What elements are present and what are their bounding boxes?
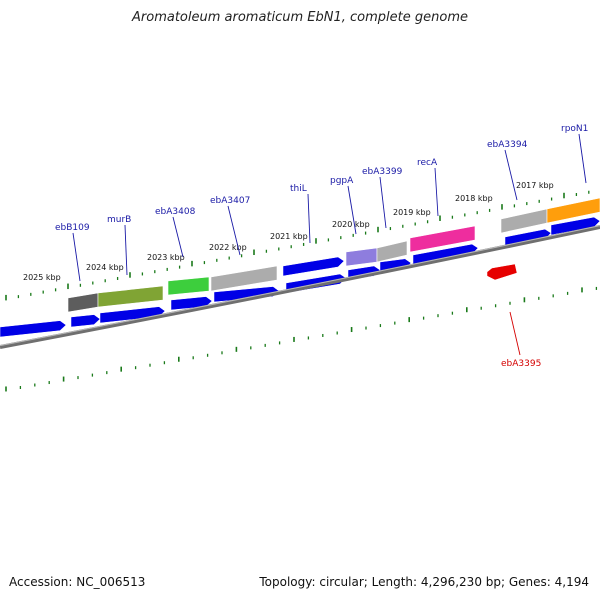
feature-block [500, 208, 548, 234]
gene-label: ebA3408 [155, 207, 196, 217]
lower-tick-row [5, 286, 598, 392]
gene-label: pgpA [330, 176, 354, 186]
gene-arrow-reverse [486, 263, 518, 281]
feature-block [409, 225, 476, 253]
gene-label: ebA3399 [362, 167, 403, 177]
backbone-line [0, 225, 600, 349]
label-leader-line [434, 167, 439, 217]
tick-labels: 2025 kbp 2024 kbp 2023 kbp 2022 kbp 2021 kbp… [23, 181, 554, 282]
tick-label: 2022 kbp [209, 243, 247, 252]
label-leader-line [578, 133, 587, 184]
tick-label: 2025 kbp [23, 273, 61, 282]
gene-label: rpoN1 [561, 124, 588, 134]
gene-label: ebA3407 [210, 196, 250, 206]
tick-label: 2021 kbp [270, 232, 308, 241]
gene-arrow [282, 256, 345, 277]
label-leader-line [124, 224, 128, 276]
feature-block [210, 265, 278, 292]
feature-block [97, 285, 164, 308]
gene-label: ebA3395 [501, 359, 541, 369]
tick-label: 2017 kbp [516, 181, 554, 190]
feature-block [67, 292, 99, 313]
backbone-highlight [0, 225, 600, 347]
label-leader-line [504, 149, 518, 201]
label-leader-line [509, 311, 521, 356]
map-title: Aromatoleum aromaticum EbN1, complete ge… [132, 10, 468, 25]
tick-label: 2020 kbp [332, 220, 370, 229]
upper-tick-row [5, 190, 590, 301]
label-leader-line [347, 185, 357, 235]
label-leader-line [227, 205, 241, 256]
genome-summary-text: Topology: circular; Length: 4,296,230 bp… [259, 575, 589, 589]
label-leader-line [172, 216, 184, 258]
accession-text: Accession: NC_006513 [9, 575, 146, 589]
label-leader-line [307, 193, 311, 244]
feature-block [167, 276, 210, 296]
tick-label: 2019 kbp [393, 208, 431, 217]
feature-block [546, 197, 600, 224]
label-leader-line [72, 232, 81, 282]
gene-label: ebB109 [55, 223, 90, 233]
gene-arrow [550, 216, 600, 236]
gene-label: murB [107, 215, 131, 225]
label-leader-line [379, 176, 387, 229]
tick-label: 2018 kbp [455, 194, 493, 203]
gene-labels: ebB109 murB ebA3408 ebA3407 thiL pgpA ebA3399 r… [55, 124, 588, 369]
backbone [0, 225, 600, 349]
tick-label: 2023 kbp [147, 253, 185, 262]
gene-label: ebA3394 [487, 140, 528, 150]
gene-arrow [70, 314, 101, 328]
gene-label: recA [417, 158, 438, 168]
gene-arrow [0, 320, 67, 338]
gene-label: thiL [290, 184, 307, 194]
feature-block [345, 247, 378, 267]
feature-track [67, 197, 600, 313]
feature-block [376, 240, 408, 263]
tick-label: 2024 kbp [86, 263, 124, 272]
